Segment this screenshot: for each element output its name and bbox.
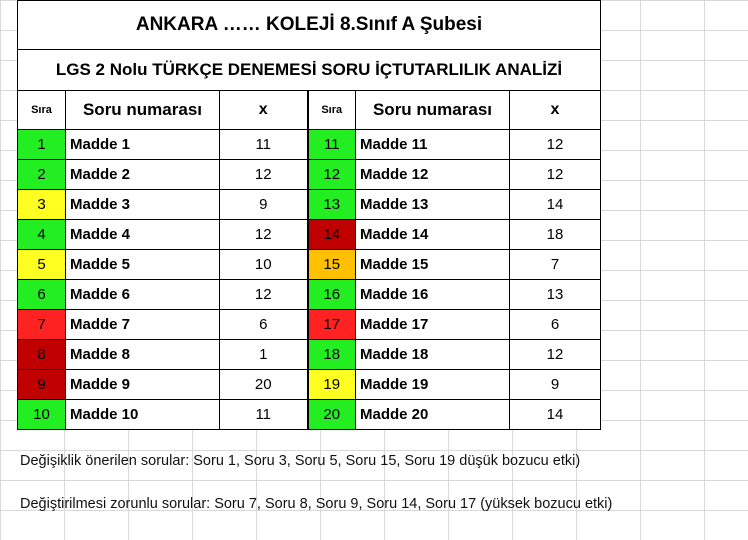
right-sira-cell[interactable]: 18 (306, 339, 356, 370)
left-madde-cell[interactable]: Madde 2 (65, 159, 220, 190)
right-madde-cell[interactable]: Madde 17 (355, 309, 510, 340)
right-sira-cell[interactable]: 19 (306, 369, 356, 400)
left-x-value-cell[interactable]: 20 (219, 369, 308, 400)
right-x-value-cell[interactable]: 9 (509, 369, 601, 400)
left-sira-cell[interactable]: 4 (17, 219, 66, 250)
right-x-value-cell[interactable]: 7 (509, 249, 601, 280)
right-sira-cell[interactable]: 13 (306, 189, 356, 220)
table-row: 3 Madde 3 9 13 Madde 13 14 (17, 189, 601, 220)
right-madde-cell[interactable]: Madde 12 (355, 159, 510, 190)
right-sira-cell[interactable]: 20 (306, 399, 356, 430)
right-madde-cell[interactable]: Madde 16 (355, 279, 510, 310)
left-madde-cell[interactable]: Madde 9 (65, 369, 220, 400)
right-x-value-cell[interactable]: 12 (509, 339, 601, 370)
left-madde-cell[interactable]: Madde 1 (65, 129, 220, 160)
right-x-value-cell[interactable]: 18 (509, 219, 601, 250)
right-sira-cell[interactable]: 14 (306, 219, 356, 250)
header-soru-right[interactable]: Soru numarası (355, 90, 510, 130)
left-sira-cell[interactable]: 8 (17, 339, 66, 370)
left-x-value-cell[interactable]: 1 (219, 339, 308, 370)
left-x-value-cell[interactable]: 12 (219, 279, 308, 310)
left-x-value-cell[interactable]: 12 (219, 219, 308, 250)
left-sira-cell[interactable]: 6 (17, 279, 66, 310)
right-sira-cell[interactable]: 16 (306, 279, 356, 310)
left-madde-cell[interactable]: Madde 7 (65, 309, 220, 340)
header-sira-right[interactable]: Sıra (306, 90, 356, 130)
header-sira-left[interactable]: Sıra (17, 90, 66, 130)
right-x-value-cell[interactable]: 12 (509, 129, 601, 160)
table-row: 7 Madde 7 6 17 Madde 17 6 (17, 309, 601, 340)
table-row: 1 Madde 1 11 11 Madde 11 12 (17, 129, 601, 160)
left-sira-cell[interactable]: 5 (17, 249, 66, 280)
table-row: 6 Madde 6 12 16 Madde 16 13 (17, 279, 601, 310)
table-row: 2 Madde 2 12 12 Madde 12 12 (17, 159, 601, 190)
right-madde-cell[interactable]: Madde 11 (355, 129, 510, 160)
right-madde-cell[interactable]: Madde 14 (355, 219, 510, 250)
left-madde-cell[interactable]: Madde 10 (65, 399, 220, 430)
right-x-value-cell[interactable]: 6 (509, 309, 601, 340)
table-row: 10 Madde 10 11 20 Madde 20 14 (17, 399, 601, 430)
left-madde-cell[interactable]: Madde 3 (65, 189, 220, 220)
header-soru-left[interactable]: Soru numarası (65, 90, 220, 130)
table-row: 5 Madde 5 10 15 Madde 15 7 (17, 249, 601, 280)
left-madde-cell[interactable]: Madde 8 (65, 339, 220, 370)
left-x-value-cell[interactable]: 11 (219, 399, 308, 430)
note-suggested-changes[interactable]: Değişiklik önerilen sorular: Soru 1, Sor… (20, 453, 581, 469)
right-x-value-cell[interactable]: 12 (509, 159, 601, 190)
header-x-right[interactable]: x (509, 90, 601, 130)
right-madde-cell[interactable]: Madde 18 (355, 339, 510, 370)
left-x-value-cell[interactable]: 12 (219, 159, 308, 190)
analysis-table: ANKARA …… KOLEJİ 8.Sınıf A Şubesi LGS 2 … (17, 0, 601, 430)
left-madde-cell[interactable]: Madde 5 (65, 249, 220, 280)
right-madde-cell[interactable]: Madde 20 (355, 399, 510, 430)
left-madde-cell[interactable]: Madde 6 (65, 279, 220, 310)
left-sira-cell[interactable]: 7 (17, 309, 66, 340)
left-x-value-cell[interactable]: 9 (219, 189, 308, 220)
note-mandatory-changes[interactable]: Değiştirilmesi zorunlu sorular: Soru 7, … (20, 496, 613, 512)
left-sira-cell[interactable]: 2 (17, 159, 66, 190)
right-x-value-cell[interactable]: 13 (509, 279, 601, 310)
left-madde-cell[interactable]: Madde 4 (65, 219, 220, 250)
right-sira-cell[interactable]: 11 (306, 129, 356, 160)
left-x-value-cell[interactable]: 11 (219, 129, 308, 160)
right-x-value-cell[interactable]: 14 (509, 399, 601, 430)
right-x-value-cell[interactable]: 14 (509, 189, 601, 220)
left-x-value-cell[interactable]: 10 (219, 249, 308, 280)
right-sira-cell[interactable]: 12 (306, 159, 356, 190)
right-madde-cell[interactable]: Madde 19 (355, 369, 510, 400)
left-sira-cell[interactable]: 1 (17, 129, 66, 160)
header-x-left[interactable]: x (219, 90, 308, 130)
table-row: 4 Madde 4 12 14 Madde 14 18 (17, 219, 601, 250)
table-subtitle[interactable]: LGS 2 Nolu TÜRKÇE DENEMESİ SORU İÇTUTARL… (17, 49, 601, 91)
left-x-value-cell[interactable]: 6 (219, 309, 308, 340)
left-sira-cell[interactable]: 10 (17, 399, 66, 430)
table-title[interactable]: ANKARA …… KOLEJİ 8.Sınıf A Şubesi (17, 0, 601, 50)
left-sira-cell[interactable]: 9 (17, 369, 66, 400)
right-sira-cell[interactable]: 17 (306, 309, 356, 340)
right-madde-cell[interactable]: Madde 15 (355, 249, 510, 280)
right-sira-cell[interactable]: 15 (306, 249, 356, 280)
left-sira-cell[interactable]: 3 (17, 189, 66, 220)
table-row: 8 Madde 8 1 18 Madde 18 12 (17, 339, 601, 370)
right-madde-cell[interactable]: Madde 13 (355, 189, 510, 220)
table-row: 9 Madde 9 20 19 Madde 19 9 (17, 369, 601, 400)
